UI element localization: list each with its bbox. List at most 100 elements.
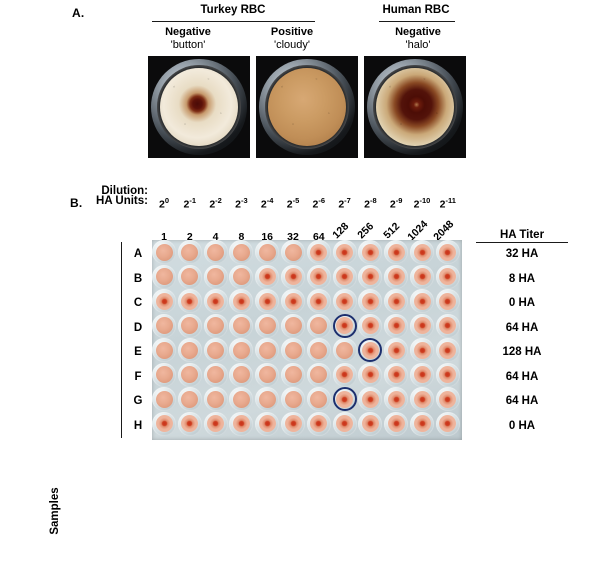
- plate-well-F12[interactable]: [435, 362, 460, 387]
- plate-well-F9[interactable]: [358, 362, 383, 387]
- plate-well-C10[interactable]: [384, 289, 409, 313]
- plate-well-A12[interactable]: [435, 240, 460, 264]
- plate-well-G3[interactable]: [203, 387, 228, 411]
- plate-well-A2[interactable]: [177, 240, 202, 264]
- plate-well-C3[interactable]: [203, 289, 228, 313]
- plate-well-E7[interactable]: [306, 338, 331, 362]
- plate-well-B6[interactable]: [281, 264, 305, 289]
- plate-well-G7[interactable]: [306, 387, 331, 411]
- plate-well-H7[interactable]: [306, 411, 331, 436]
- plate-well-D3[interactable]: [203, 313, 228, 338]
- plate-well-E12[interactable]: [435, 338, 460, 362]
- plate-well-D5[interactable]: [255, 313, 280, 338]
- plate-well-C12[interactable]: [435, 289, 460, 313]
- plate-well-G5[interactable]: [255, 387, 280, 411]
- well-fluid-cloudy: [310, 341, 328, 359]
- plate-well-E2[interactable]: [177, 338, 202, 362]
- plate-well-A4[interactable]: [229, 240, 254, 264]
- plate-well-H10[interactable]: [384, 411, 409, 436]
- plate-well-E1[interactable]: [152, 338, 176, 362]
- plate-well-A9[interactable]: [358, 240, 383, 264]
- plate-well-B10[interactable]: [384, 264, 409, 289]
- plate-well-G4[interactable]: [229, 387, 254, 411]
- plate-well-F4[interactable]: [229, 362, 254, 387]
- plate-well-G8[interactable]: [332, 387, 357, 411]
- plate-well-F11[interactable]: [410, 362, 434, 387]
- plate-well-C6[interactable]: [281, 289, 305, 313]
- well-content-halo: [376, 68, 454, 146]
- plate-well-D11[interactable]: [410, 313, 434, 338]
- plate-well-F8[interactable]: [332, 362, 357, 387]
- plate-well-H8[interactable]: [332, 411, 357, 436]
- plate-well-E10[interactable]: [384, 338, 409, 362]
- plate-well-D2[interactable]: [177, 313, 202, 338]
- plate-well-D12[interactable]: [435, 313, 460, 338]
- plate-well-E9[interactable]: [358, 338, 383, 362]
- plate-well-A5[interactable]: [255, 240, 280, 264]
- plate-well-H1[interactable]: [152, 411, 176, 436]
- plate-well-B5[interactable]: [255, 264, 280, 289]
- plate-well-E11[interactable]: [410, 338, 434, 362]
- plate-well-F10[interactable]: [384, 362, 409, 387]
- plate-well-E4[interactable]: [229, 338, 254, 362]
- well-fluid-button: [336, 292, 354, 310]
- plate-well-F2[interactable]: [177, 362, 202, 387]
- plate-well-B2[interactable]: [177, 264, 202, 289]
- plate-well-H5[interactable]: [255, 411, 280, 436]
- plate-well-H4[interactable]: [229, 411, 254, 436]
- plate-well-A6[interactable]: [281, 240, 305, 264]
- plate-well-C8[interactable]: [332, 289, 357, 313]
- plate-well-B11[interactable]: [410, 264, 434, 289]
- plate-well-C11[interactable]: [410, 289, 434, 313]
- plate-well-F7[interactable]: [306, 362, 331, 387]
- plate-well-C2[interactable]: [177, 289, 202, 313]
- plate-well-F5[interactable]: [255, 362, 280, 387]
- plate-well-B7[interactable]: [306, 264, 331, 289]
- plate-well-B3[interactable]: [203, 264, 228, 289]
- well-fluid-cloudy: [207, 341, 225, 359]
- plate-well-C9[interactable]: [358, 289, 383, 313]
- plate-well-D9[interactable]: [358, 313, 383, 338]
- plate-well-B4[interactable]: [229, 264, 254, 289]
- plate-well-E5[interactable]: [255, 338, 280, 362]
- plate-well-A8[interactable]: [332, 240, 357, 264]
- plate-well-D6[interactable]: [281, 313, 305, 338]
- plate-well-C7[interactable]: [306, 289, 331, 313]
- plate-well-G12[interactable]: [435, 387, 460, 411]
- plate-well-D8[interactable]: [332, 313, 357, 338]
- plate-well-B8[interactable]: [332, 264, 357, 289]
- plate-well-A7[interactable]: [306, 240, 331, 264]
- plate-well-F3[interactable]: [203, 362, 228, 387]
- plate-well-H6[interactable]: [281, 411, 305, 436]
- plate-well-F6[interactable]: [281, 362, 305, 387]
- plate-well-H9[interactable]: [358, 411, 383, 436]
- plate-well-C1[interactable]: [152, 289, 176, 313]
- plate-well-A1[interactable]: [152, 240, 176, 264]
- plate-well-A10[interactable]: [384, 240, 409, 264]
- plate-well-E6[interactable]: [281, 338, 305, 362]
- plate-well-G6[interactable]: [281, 387, 305, 411]
- plate-well-A3[interactable]: [203, 240, 228, 264]
- plate-well-D4[interactable]: [229, 313, 254, 338]
- plate-well-D10[interactable]: [384, 313, 409, 338]
- plate-well-G2[interactable]: [177, 387, 202, 411]
- plate-well-G10[interactable]: [384, 387, 409, 411]
- plate-well-G1[interactable]: [152, 387, 176, 411]
- plate-well-F1[interactable]: [152, 362, 176, 387]
- plate-well-A11[interactable]: [410, 240, 434, 264]
- plate-well-H11[interactable]: [410, 411, 434, 436]
- plate-well-B1[interactable]: [152, 264, 176, 289]
- plate-well-H12[interactable]: [435, 411, 460, 436]
- plate-well-C5[interactable]: [255, 289, 280, 313]
- plate-well-H3[interactable]: [203, 411, 228, 436]
- plate-well-C4[interactable]: [229, 289, 254, 313]
- plate-well-G11[interactable]: [410, 387, 434, 411]
- plate-well-B12[interactable]: [435, 264, 460, 289]
- plate-well-D1[interactable]: [152, 313, 176, 338]
- plate-well-H2[interactable]: [177, 411, 202, 436]
- plate-well-E8[interactable]: [332, 338, 357, 362]
- plate-well-G9[interactable]: [358, 387, 383, 411]
- plate-well-D7[interactable]: [306, 313, 331, 338]
- plate-well-E3[interactable]: [203, 338, 228, 362]
- plate-well-B9[interactable]: [358, 264, 383, 289]
